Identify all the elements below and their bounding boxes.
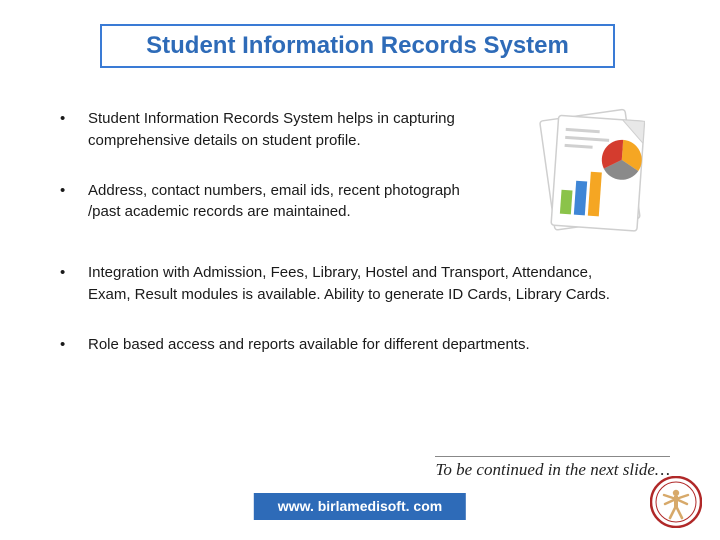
bullet-dot: • (60, 334, 88, 356)
list-item: • Student Information Records System hel… (60, 108, 475, 152)
bullet-dot: • (60, 180, 88, 224)
title-box: Student Information Records System (100, 24, 615, 68)
bullet-dot: • (60, 262, 88, 306)
bullet-dot: • (60, 108, 88, 152)
bullet-text: Role based access and reports available … (88, 334, 620, 356)
list-item: • Address, contact numbers, email ids, r… (60, 180, 475, 224)
page-title: Student Information Records System (112, 32, 603, 60)
bullet-text: Address, contact numbers, email ids, rec… (88, 180, 475, 224)
report-illustration (525, 100, 665, 240)
list-item: • Role based access and reports availabl… (60, 334, 620, 356)
bullet-list-upper: • Student Information Records System hel… (60, 108, 475, 251)
company-logo (650, 476, 702, 528)
bullet-text: Integration with Admission, Fees, Librar… (88, 262, 620, 306)
bullet-text: Student Information Records System helps… (88, 108, 475, 152)
continued-note: To be continued in the next slide… (435, 460, 670, 480)
footer-url: www. birlamedisoft. com (254, 493, 466, 520)
bullet-list-lower: • Integration with Admission, Fees, Libr… (60, 262, 620, 383)
list-item: • Integration with Admission, Fees, Libr… (60, 262, 620, 306)
